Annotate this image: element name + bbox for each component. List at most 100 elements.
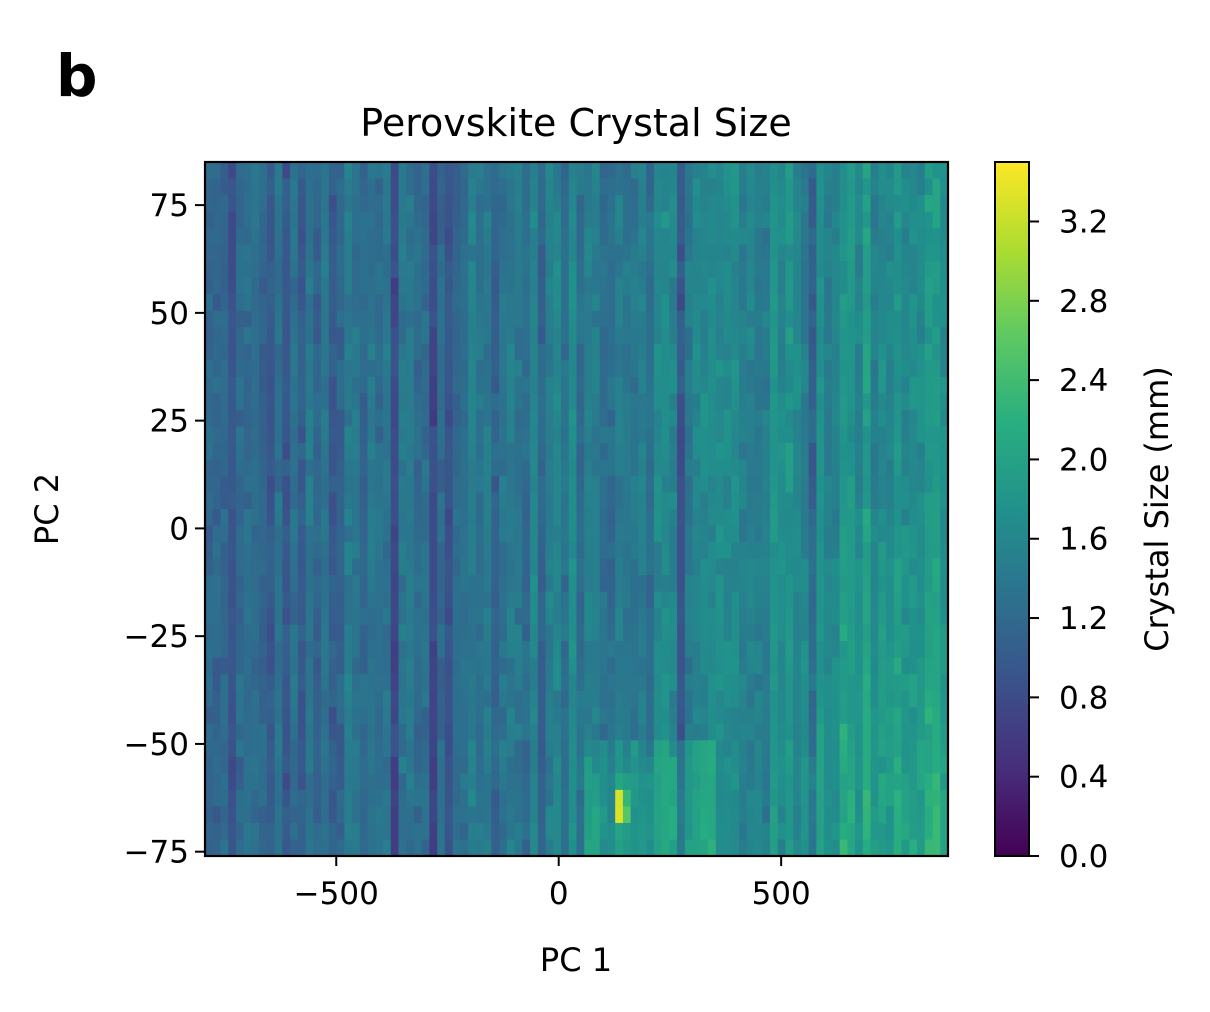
heatmap-cell bbox=[561, 277, 570, 295]
heatmap-cell bbox=[367, 624, 376, 642]
heatmap-cell bbox=[824, 591, 833, 609]
heatmap-cell bbox=[684, 690, 694, 708]
heatmap-cell bbox=[862, 228, 872, 246]
heatmap-cell bbox=[917, 261, 926, 279]
heatmap-cell bbox=[901, 674, 910, 692]
heatmap-cell bbox=[924, 195, 934, 213]
heatmap-cell bbox=[205, 822, 214, 841]
heatmap-cell bbox=[731, 228, 740, 246]
heatmap-cell bbox=[259, 343, 268, 361]
heatmap-cell bbox=[746, 674, 756, 692]
heatmap-cell bbox=[390, 426, 400, 444]
heatmap-cell bbox=[800, 624, 810, 642]
heatmap-cell bbox=[870, 740, 879, 758]
heatmap-cell bbox=[313, 294, 322, 312]
heatmap-cell bbox=[684, 327, 694, 345]
heatmap-cell bbox=[599, 409, 609, 427]
heatmap-cell bbox=[708, 393, 717, 411]
heatmap-cell bbox=[677, 294, 686, 312]
heatmap-cell bbox=[684, 492, 694, 510]
heatmap-cell bbox=[622, 641, 632, 659]
heatmap-cell bbox=[940, 641, 948, 659]
heatmap-cell bbox=[243, 723, 253, 741]
heatmap-cell bbox=[731, 822, 740, 841]
heatmap-cell bbox=[274, 195, 283, 213]
heatmap-cell bbox=[359, 707, 369, 725]
heatmap-cell bbox=[375, 822, 384, 841]
heatmap-cell bbox=[251, 558, 260, 576]
heatmap-cell bbox=[367, 393, 376, 411]
heatmap-cell bbox=[630, 657, 640, 675]
heatmap-cell bbox=[514, 475, 523, 494]
heatmap-cell bbox=[522, 178, 531, 196]
heatmap-cell bbox=[452, 740, 462, 758]
heatmap-cell bbox=[731, 641, 740, 659]
heatmap-cell bbox=[886, 178, 895, 196]
heatmap-cell bbox=[344, 624, 353, 642]
heatmap-cell bbox=[437, 608, 446, 626]
heatmap-cell bbox=[661, 492, 670, 510]
heatmap-cell bbox=[460, 773, 469, 791]
heatmap-cell bbox=[646, 310, 655, 328]
heatmap-cell bbox=[561, 558, 570, 576]
heatmap-cell bbox=[816, 591, 825, 609]
heatmap-cell bbox=[723, 789, 732, 808]
heatmap-cell bbox=[677, 426, 686, 444]
heatmap-cell bbox=[475, 228, 485, 246]
heatmap-cell bbox=[692, 426, 701, 444]
heatmap-cell bbox=[220, 509, 229, 527]
heatmap-cell bbox=[808, 542, 818, 560]
heatmap-cell bbox=[313, 261, 322, 279]
heatmap-cell bbox=[638, 261, 647, 279]
heatmap-cell bbox=[321, 162, 330, 180]
heatmap-cell bbox=[383, 310, 392, 328]
heatmap-cell bbox=[646, 261, 655, 279]
heatmap-cell bbox=[599, 591, 609, 609]
heatmap-cell bbox=[553, 674, 562, 692]
heatmap-cell bbox=[259, 442, 268, 461]
heatmap-cell bbox=[421, 261, 431, 279]
heatmap-cell bbox=[251, 211, 260, 229]
heatmap-cell bbox=[739, 740, 748, 758]
heatmap-cell bbox=[514, 327, 523, 345]
heatmap-cell bbox=[537, 690, 547, 708]
heatmap-cell bbox=[274, 261, 283, 279]
heatmap-cell bbox=[584, 657, 593, 675]
heatmap-cell bbox=[251, 261, 260, 279]
heatmap-cell bbox=[475, 657, 485, 675]
heatmap-cell bbox=[537, 162, 547, 180]
heatmap-cell bbox=[468, 839, 477, 856]
heatmap-cell bbox=[591, 641, 601, 659]
heatmap-cell bbox=[514, 657, 523, 675]
heatmap-cell bbox=[344, 839, 353, 856]
heatmap-cell bbox=[305, 525, 314, 543]
heatmap-cell bbox=[352, 162, 361, 180]
heatmap-cell bbox=[785, 261, 794, 279]
heatmap-cell bbox=[777, 723, 787, 741]
heatmap-cell bbox=[290, 343, 299, 361]
heatmap-cell bbox=[282, 822, 291, 841]
chart-title: Perovskite Crystal Size bbox=[360, 101, 791, 145]
heatmap-cell bbox=[290, 327, 299, 345]
heatmap-cell bbox=[568, 195, 578, 213]
heatmap-cell bbox=[622, 343, 632, 361]
heatmap-cell bbox=[615, 806, 624, 824]
heatmap-cell bbox=[375, 393, 384, 411]
heatmap-cell bbox=[777, 575, 787, 593]
heatmap-cell bbox=[352, 657, 361, 675]
heatmap-cell bbox=[932, 525, 941, 543]
heatmap-cell bbox=[514, 509, 523, 527]
heatmap-cell bbox=[692, 839, 701, 856]
heatmap-cell bbox=[313, 558, 322, 576]
heatmap-cell bbox=[437, 327, 446, 345]
heatmap-cell bbox=[723, 806, 732, 824]
heatmap-cell bbox=[669, 657, 678, 675]
heatmap-cell bbox=[746, 294, 756, 312]
heatmap-cell bbox=[769, 657, 779, 675]
heatmap-cell bbox=[754, 674, 763, 692]
heatmap-cell bbox=[576, 310, 585, 328]
heatmap-cell bbox=[607, 657, 616, 675]
heatmap-cell bbox=[491, 509, 500, 527]
heatmap-cell bbox=[413, 542, 423, 560]
heatmap-cell bbox=[266, 393, 276, 411]
